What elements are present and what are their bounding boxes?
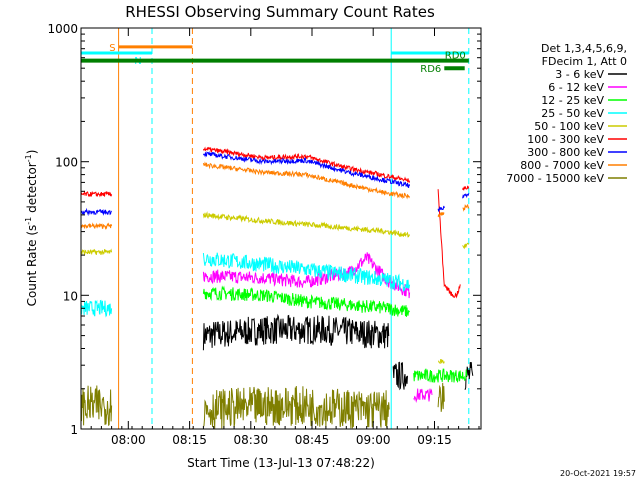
- legend-label-6: 300 - 800 keV: [527, 146, 604, 159]
- x-tick-label-3: 08:45: [295, 433, 330, 447]
- legend-label-1: 6 - 12 keV: [548, 81, 604, 94]
- y-tick-label-0: 1: [70, 423, 78, 437]
- legend-header-line-2: FDecim 1, Att 0: [542, 55, 627, 68]
- series-line-5-segment-3: [462, 185, 470, 191]
- y-tick-label-1: 10: [63, 289, 78, 303]
- legend-label-3: 25 - 50 keV: [541, 107, 604, 120]
- y-tick-label-2: 100: [55, 156, 78, 170]
- series-line-0-segment-1: [392, 361, 408, 391]
- x-axis-label: Start Time (13-Jul-13 07:48:22): [187, 456, 375, 470]
- series-line-8-segment-0: [80, 385, 113, 427]
- chart-title: RHESSI Observing Summary Count Rates: [125, 3, 435, 21]
- legend-label-0: 3 - 6 keV: [555, 68, 604, 81]
- series-line-4-segment-1: [202, 211, 411, 238]
- y-tick-label-3: 1000: [47, 22, 78, 36]
- series-line-6-segment-0: [80, 207, 112, 217]
- y-axis-label-sup: -1: [24, 217, 33, 225]
- y-axis-label-main: Count Rate (s: [25, 225, 39, 307]
- series-line-7-segment-1: [202, 161, 411, 200]
- series-line-2-segment-0: [202, 285, 410, 317]
- series-line-3-segment-0: [80, 299, 113, 318]
- series-line-3-segment-1: [202, 252, 411, 292]
- series-lines: [80, 146, 474, 429]
- legend-header-line-1: Det 1,3,4,5,6,9,: [541, 42, 627, 55]
- flag-label-4: RD6: [420, 64, 441, 75]
- series-line-5-segment-1: [202, 146, 411, 184]
- series-line-4-segment-0: [80, 248, 113, 256]
- series-line-1-segment-1: [413, 388, 433, 404]
- series-line-5-segment-2: [437, 189, 461, 299]
- flag-bars: SNRD0RD6: [81, 43, 469, 75]
- x-tick-label-2: 08:30: [234, 433, 269, 447]
- legend-label-4: 50 - 100 keV: [534, 120, 604, 133]
- flag-label-0: S: [109, 43, 115, 54]
- plot-frame: [80, 27, 482, 430]
- legend: Det 1,3,4,5,6,9, FDecim 1, Att 0 3 - 6 k…: [506, 42, 627, 185]
- x-tick-label-0: 08:00: [111, 433, 146, 447]
- series-line-0-segment-0: [202, 313, 390, 351]
- series-line-8-segment-1: [203, 385, 390, 429]
- series-line-6-segment-3: [462, 193, 470, 199]
- legend-label-2: 12 - 25 keV: [541, 94, 604, 107]
- series-line-8-segment-2: [437, 382, 445, 412]
- series-line-5-segment-0: [80, 190, 113, 198]
- series-line-7-segment-3: [462, 203, 470, 212]
- legend-label-8: 7000 - 15000 keV: [506, 172, 604, 185]
- series-line-7-segment-0: [80, 222, 113, 231]
- y-axis-label-close: ): [25, 150, 39, 155]
- series-line-6-segment-2: [437, 205, 445, 212]
- vertical-markers: [118, 28, 470, 429]
- flag-label-3: RD0: [445, 51, 466, 62]
- y-axis-label: Count Rate (s-1 detector-1): [24, 150, 39, 307]
- footer-date: 20-Oct-2021 19:57: [560, 469, 636, 478]
- y-axis-label-sup2: -1: [24, 154, 33, 162]
- x-tick-label-5: 09:15: [417, 433, 452, 447]
- series-line-7-segment-2: [437, 212, 445, 218]
- series-line-4-segment-2: [438, 359, 445, 365]
- x-tick-label-1: 08:15: [172, 433, 207, 447]
- series-line-1-segment-0: [202, 252, 411, 299]
- legend-label-5: 100 - 300 keV: [527, 133, 604, 146]
- x-tick-label-4: 09:00: [356, 433, 391, 447]
- y-axis-label-tail: detector: [25, 162, 39, 217]
- legend-label-7: 800 - 7000 keV: [520, 159, 604, 172]
- series-line-6-segment-1: [202, 150, 411, 188]
- series-line-2-segment-1: [413, 368, 468, 383]
- axes: 08:00 08:15 08:30 08:45 09:00 09:15 1 10 100 1000: [47, 22, 482, 447]
- series-line-4-segment-3: [462, 242, 470, 250]
